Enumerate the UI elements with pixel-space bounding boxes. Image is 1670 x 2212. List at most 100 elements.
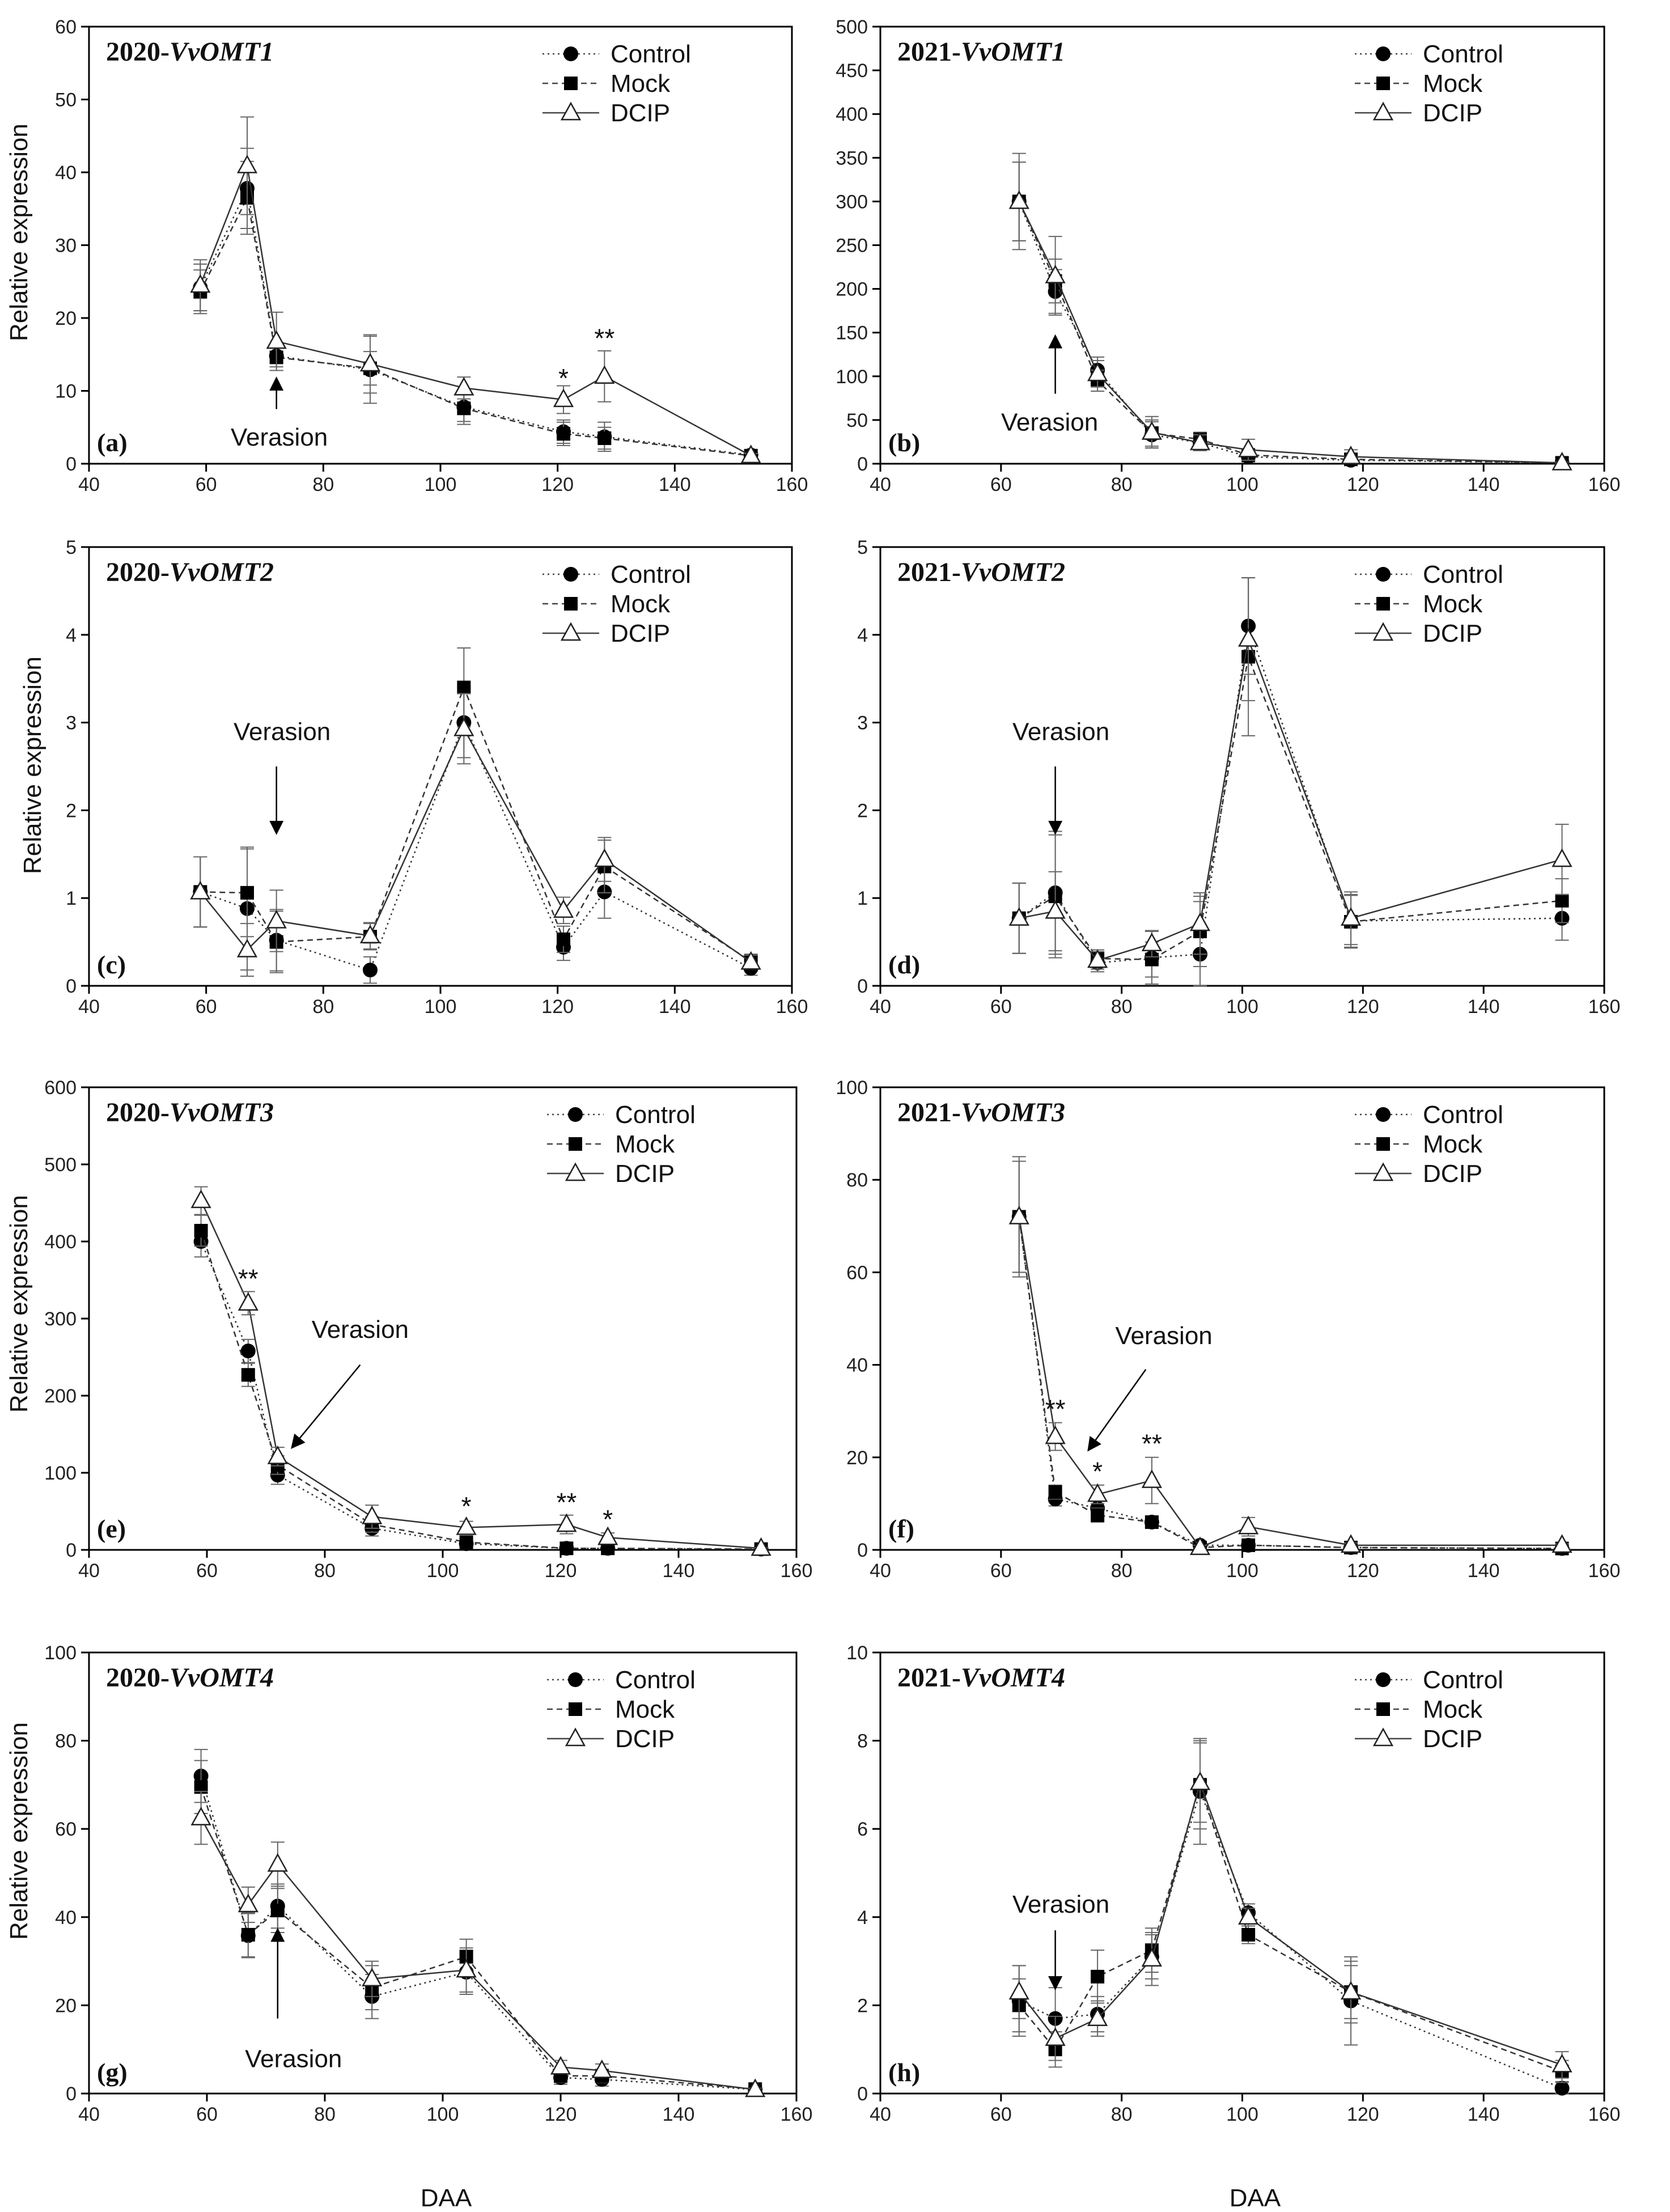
x-tick-label: 100 — [1226, 996, 1258, 1018]
legend-marker-control — [1376, 567, 1391, 582]
series-line-dcip — [1018, 1780, 1562, 2066]
data-point-dcip — [267, 1445, 288, 1464]
series-line-control — [1019, 1789, 1562, 2089]
legend-marker-dcip — [565, 1727, 586, 1747]
y-tick-label: 100 — [836, 1077, 868, 1099]
y-tick-label: 2 — [66, 800, 77, 821]
data-point-mock — [1241, 1538, 1256, 1552]
data-point-dcip — [190, 1807, 211, 1825]
data-point-dcip — [236, 938, 258, 957]
series-line-control — [200, 721, 752, 971]
x-tick-label: 80 — [1111, 474, 1133, 495]
data-point-dcip — [456, 1516, 477, 1535]
data-point-mock — [1091, 1969, 1105, 1984]
legend-marker-dcip — [560, 622, 582, 641]
x-tick-label: 80 — [1111, 1560, 1133, 1582]
series-line-dcip — [1018, 201, 1562, 464]
x-tick-label: 160 — [1588, 474, 1621, 495]
significance-star: * — [603, 1505, 613, 1534]
series-line-control — [1018, 201, 1562, 464]
y-tick-label: 40 — [846, 1355, 868, 1376]
data-point-dcip — [1238, 1515, 1259, 1535]
data-point-dcip — [553, 899, 574, 918]
significance-star: ** — [238, 1264, 258, 1294]
legend-label-dcip: DCIP — [1423, 1725, 1482, 1753]
significance-star: ** — [556, 1488, 577, 1517]
y-tick-label: 0 — [857, 454, 868, 475]
data-point-dcip — [190, 1189, 211, 1209]
data-point-dcip — [1189, 1771, 1211, 1790]
data-point-dcip — [190, 880, 211, 900]
data-point-mock — [1091, 1508, 1105, 1522]
significance-star: ** — [1142, 1429, 1162, 1459]
legend-label-control: Control — [1423, 40, 1503, 68]
series-line-mock — [200, 685, 752, 962]
x-tick-label: 120 — [541, 996, 574, 1018]
series-line-control — [200, 1241, 761, 1550]
data-point-dcip — [1045, 264, 1066, 283]
plot-frame — [88, 1651, 798, 2095]
data-point-dcip — [550, 2056, 571, 2075]
x-tick-label: 60 — [196, 1560, 218, 1582]
y-tick-label: 20 — [846, 1447, 868, 1469]
chart-panel-d: 40 60 80 100 120 140 160 0 1 2 3 4 5 2021-VvOMT2 (d) Co… — [857, 537, 1620, 1018]
panel-title-year: 2020- — [106, 37, 169, 67]
data-point-control — [1554, 2080, 1570, 2096]
panel-title-gene: VvOMT4 — [169, 1663, 274, 1693]
x-axis-label-left: DAA — [421, 2184, 472, 2212]
plot-frame — [879, 1651, 1605, 2095]
x-tick-label: 40 — [870, 2104, 891, 2125]
data-point-dcip — [190, 274, 211, 293]
x-tick-label: 120 — [541, 474, 574, 495]
data-point-mock — [557, 427, 570, 441]
y-tick-label: 20 — [55, 308, 77, 329]
data-point-control — [240, 1344, 256, 1359]
y-tick-label: 10 — [846, 1642, 868, 1664]
panel-letter: (c) — [97, 950, 126, 979]
data-point-dcip — [453, 376, 474, 396]
x-tick-label: 160 — [776, 474, 808, 495]
x-tick-label: 60 — [990, 2104, 1012, 2125]
verasion-label: Verasion — [1001, 408, 1098, 436]
series-line-dcip — [1019, 636, 1562, 961]
y-tick-label: 50 — [846, 410, 868, 431]
y-tick-label: 0 — [66, 976, 77, 997]
verasion-label: Verasion — [245, 2045, 342, 2073]
verasion-label: Verasion — [1012, 1891, 1109, 1918]
legend-marker-mock — [1376, 597, 1390, 611]
x-axis-label-right: DAA — [1230, 2184, 1281, 2212]
data-point-dcip — [1552, 1534, 1572, 1553]
x-tick-label: 80 — [1111, 996, 1133, 1018]
legend-marker-control — [1376, 1107, 1391, 1122]
data-point-dcip — [1087, 362, 1108, 382]
y-tick-label: 350 — [836, 147, 868, 169]
verasion-arrow — [1087, 1369, 1147, 1452]
y-tick-label: 2 — [857, 800, 868, 821]
series-line-mock — [200, 196, 751, 457]
panel-title-year: 2020- — [106, 1663, 169, 1693]
legend-label-dcip: DCIP — [615, 1160, 675, 1188]
panel-title: 2021-VvOMT1 — [897, 37, 1065, 67]
plot-frame — [879, 26, 1605, 465]
y-tick-label: 3 — [857, 713, 868, 734]
series-line-mock — [1019, 654, 1562, 960]
y-tick-label: 60 — [55, 16, 77, 38]
x-tick-label: 160 — [1588, 2104, 1621, 2125]
x-tick-label: 40 — [78, 474, 100, 495]
data-point-dcip — [1552, 2053, 1572, 2073]
legend-marker-control — [568, 1672, 583, 1687]
data-point-dcip — [1087, 1483, 1108, 1502]
legend-label-control: Control — [611, 40, 691, 68]
y-axis-label-row2: Relative expression — [19, 656, 46, 874]
data-point-dcip — [1189, 1536, 1211, 1556]
data-point-mock — [459, 1535, 473, 1549]
legend-label-control: Control — [1423, 1101, 1503, 1129]
legend-label-mock: Mock — [1423, 70, 1483, 98]
data-point-dcip — [456, 1959, 477, 1978]
x-tick-label: 160 — [1588, 996, 1621, 1018]
x-tick-label: 40 — [870, 1560, 891, 1582]
legend-marker-mock — [1376, 77, 1390, 90]
legend-marker-mock — [1376, 1702, 1390, 1716]
y-tick-label: 100 — [836, 366, 868, 388]
